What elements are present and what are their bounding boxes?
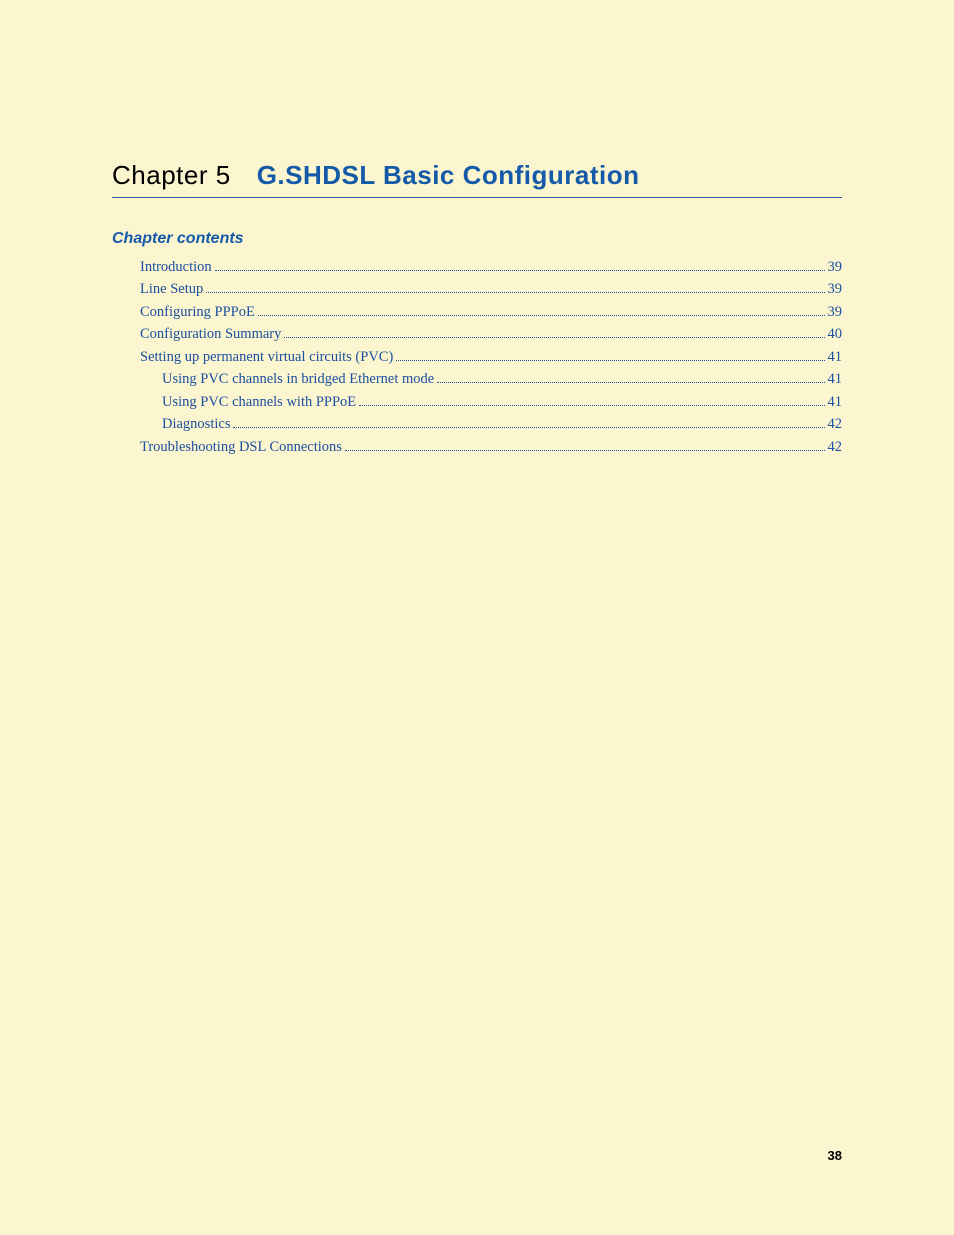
chapter-header: Chapter 5 G.SHDSL Basic Configuration [112, 160, 842, 198]
toc-leader-dots [215, 270, 825, 271]
toc-entry: Introduction 39 [140, 256, 842, 278]
toc-page-number[interactable]: 39 [828, 301, 843, 323]
toc-link[interactable]: Configuration Summary [140, 323, 281, 345]
content-area: Chapter 5 G.SHDSL Basic Configuration Ch… [112, 160, 842, 458]
toc-entry: Using PVC channels with PPPoE 41 [140, 391, 842, 413]
toc-leader-dots [258, 315, 825, 316]
page-number: 38 [828, 1148, 842, 1163]
toc-page-number[interactable]: 42 [828, 413, 843, 435]
toc-leader-dots [396, 360, 824, 361]
toc-page-number[interactable]: 39 [828, 256, 843, 278]
toc-page-number[interactable]: 41 [828, 368, 843, 390]
toc-link[interactable]: Using PVC channels in bridged Ethernet m… [162, 368, 434, 390]
toc-link[interactable]: Configuring PPPoE [140, 301, 255, 323]
toc-entry: Setting up permanent virtual circuits (P… [140, 346, 842, 368]
toc-page-number[interactable]: 40 [828, 323, 843, 345]
toc-link[interactable]: Diagnostics [162, 413, 230, 435]
chapter-label: Chapter 5 [112, 160, 231, 191]
toc-entry: Using PVC channels in bridged Ethernet m… [140, 368, 842, 390]
toc-leader-dots [345, 450, 825, 451]
toc-entry: Configuration Summary 40 [140, 323, 842, 345]
toc-entry: Diagnostics 42 [140, 413, 842, 435]
toc-leader-dots [359, 405, 824, 406]
toc-link[interactable]: Troubleshooting DSL Connections [140, 436, 342, 458]
toc-entry: Troubleshooting DSL Connections 42 [140, 436, 842, 458]
toc-leader-dots [233, 427, 824, 428]
toc-page-number[interactable]: 39 [828, 278, 843, 300]
toc-entry: Line Setup 39 [140, 278, 842, 300]
toc-page-number[interactable]: 41 [828, 346, 843, 368]
toc-leader-dots [284, 337, 824, 338]
contents-heading: Chapter contents [112, 230, 842, 248]
toc-link[interactable]: Introduction [140, 256, 212, 278]
toc-page-number[interactable]: 42 [828, 436, 843, 458]
toc-leader-dots [437, 382, 824, 383]
document-page: Chapter 5 G.SHDSL Basic Configuration Ch… [0, 0, 954, 1235]
toc-link[interactable]: Line Setup [140, 278, 203, 300]
toc-page-number[interactable]: 41 [828, 391, 843, 413]
toc-leader-dots [206, 292, 824, 293]
toc-link[interactable]: Using PVC channels with PPPoE [162, 391, 356, 413]
table-of-contents: Introduction 39 Line Setup 39 Configurin… [140, 256, 842, 458]
toc-link[interactable]: Setting up permanent virtual circuits (P… [140, 346, 393, 368]
chapter-title: G.SHDSL Basic Configuration [257, 160, 640, 191]
toc-entry: Configuring PPPoE 39 [140, 301, 842, 323]
